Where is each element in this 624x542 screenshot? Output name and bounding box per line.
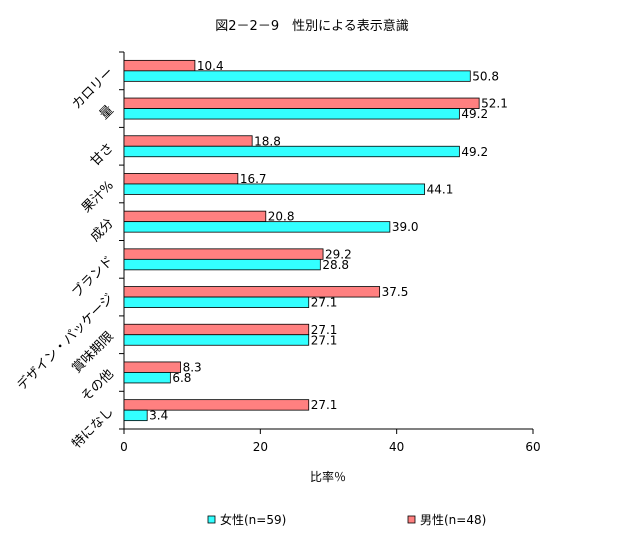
bar-male (123, 286, 381, 298)
data-label: 27.1 (311, 323, 338, 337)
data-label: 18.8 (254, 134, 281, 148)
category-label: カロリー (69, 65, 116, 112)
bar-female (123, 258, 321, 271)
bar-female (123, 221, 391, 233)
category-label: 特になし (69, 404, 116, 451)
x-tick-label: 60 (525, 440, 540, 454)
data-label: 52.1 (481, 97, 508, 111)
bar-female (123, 70, 471, 82)
data-label: 10.4 (197, 59, 224, 73)
bar-male (123, 323, 310, 336)
data-label: 29.2 (325, 247, 352, 261)
bar-female (123, 409, 148, 422)
category-label: 果汁% (79, 178, 117, 216)
bar-male (123, 135, 253, 147)
data-label: 27.1 (311, 398, 338, 412)
category-label: ブランド (69, 253, 117, 301)
bar-male (123, 248, 324, 260)
data-label: 27.1 (311, 296, 338, 310)
plot-area: 0 20 40 60カロリー量甘さ果汁%成分ブランドデザイン・パッケージ賞味期限その他… (14, 51, 541, 454)
legend-swatch-female (207, 515, 216, 524)
bar-female (123, 372, 171, 384)
bar-male (123, 210, 267, 223)
category-label: その他 (79, 367, 117, 405)
data-label: 27.1 (311, 333, 338, 347)
legend-swatch-male (407, 515, 416, 524)
bar-male (123, 97, 480, 109)
data-label: 3.4 (149, 409, 168, 423)
data-label: 6.8 (172, 371, 191, 385)
data-label: 44.1 (427, 182, 454, 196)
x-tick-label: 0 (120, 440, 128, 454)
bar-female (123, 108, 460, 120)
bar-female (123, 183, 426, 195)
bar-male (123, 173, 239, 185)
data-label: 39.0 (392, 220, 419, 234)
data-label: 28.8 (322, 258, 349, 272)
chart-title: 図2－2－9 性別による表示意識 (215, 18, 408, 34)
bar-male (123, 399, 310, 411)
bar-male (123, 59, 196, 72)
data-label: 20.8 (268, 210, 295, 224)
x-axis-label: 比率％ (310, 469, 346, 484)
data-label: 16.7 (240, 172, 267, 186)
data-label: 37.5 (382, 285, 409, 299)
data-label: 49.2 (461, 107, 488, 121)
legend-label-male: 男性(n=48) (420, 513, 486, 527)
x-tick-label: 40 (389, 440, 404, 454)
category-label: 成分 (88, 216, 117, 245)
x-tick-label: 20 (253, 440, 268, 454)
legend: 女性(n=59) 男性(n=48) (207, 512, 486, 527)
category-label: 甘さ (88, 140, 117, 169)
legend-label-female: 女性(n=59) (220, 512, 286, 527)
data-label: 50.8 (472, 69, 499, 83)
data-label: 8.3 (183, 360, 202, 374)
bar-female (123, 145, 460, 158)
bar-female (123, 296, 310, 308)
bar-female (123, 334, 310, 346)
category-label: 量 (97, 103, 117, 123)
data-label: 49.2 (461, 145, 488, 159)
